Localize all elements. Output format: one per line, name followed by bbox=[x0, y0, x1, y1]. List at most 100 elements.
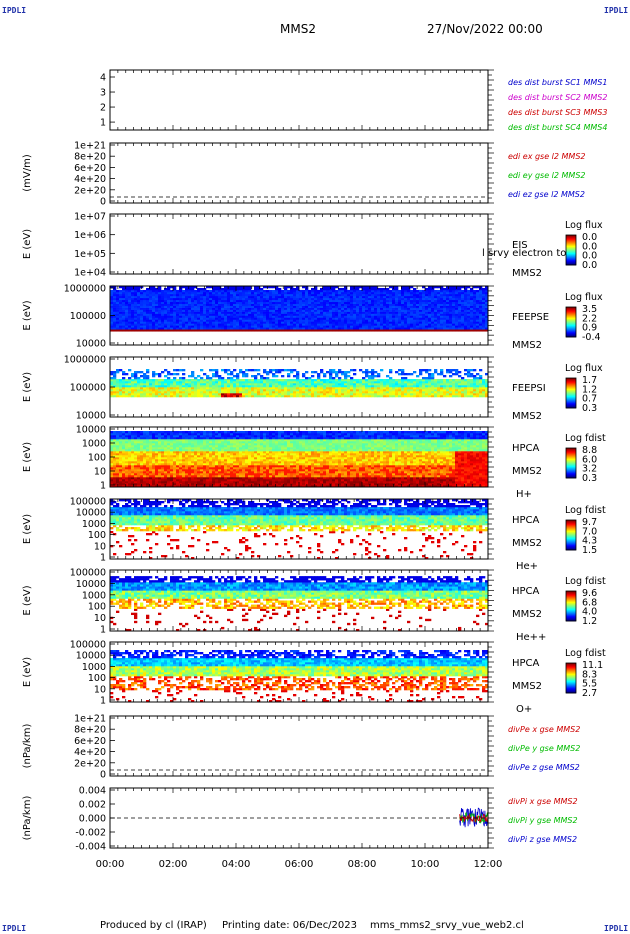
spectrogram-cell bbox=[155, 315, 159, 318]
spectrogram-cell bbox=[404, 323, 408, 326]
spectrogram-cell bbox=[443, 323, 447, 326]
spectrogram-cell bbox=[275, 393, 279, 396]
spectrogram-cell bbox=[287, 375, 291, 378]
spectrogram-cell bbox=[257, 373, 261, 376]
spectrogram-cell bbox=[113, 307, 117, 310]
spectrogram-cell bbox=[458, 321, 462, 324]
spectrogram-cell bbox=[269, 311, 273, 314]
spectrogram-cell bbox=[485, 391, 489, 394]
spectrogram-cell bbox=[218, 319, 222, 322]
spectrogram-cell bbox=[200, 329, 204, 332]
spectrogram-cell bbox=[152, 289, 156, 293]
spectrogram-cell bbox=[269, 325, 273, 328]
spectrogram-cell bbox=[410, 385, 414, 388]
spectrogram-cell bbox=[125, 291, 129, 295]
spectrogram-cell bbox=[353, 309, 357, 312]
spectrogram-cell bbox=[362, 287, 366, 291]
corner-label-top-left: IPDLI bbox=[2, 6, 27, 15]
spectrogram-cell bbox=[404, 381, 408, 384]
spectrogram-cell bbox=[185, 321, 189, 324]
spectrogram-cell bbox=[155, 287, 159, 291]
spectrogram-cell bbox=[476, 389, 480, 392]
spectrogram-cell bbox=[245, 286, 249, 289]
spectrogram-cell bbox=[218, 307, 222, 310]
spectrogram-cell bbox=[353, 389, 357, 392]
spectrogram-cell bbox=[383, 393, 387, 396]
spectrogram-cell bbox=[119, 291, 123, 295]
spectrogram-cell bbox=[368, 385, 372, 388]
spectrogram-cell bbox=[137, 286, 141, 289]
spectrogram-cell bbox=[341, 329, 345, 332]
spectrogram-cell bbox=[443, 287, 447, 291]
spectrogram-cell bbox=[230, 311, 234, 314]
spectrogram-cell bbox=[314, 381, 318, 384]
spectrogram-cell bbox=[407, 385, 411, 388]
spectrogram-cell bbox=[320, 385, 324, 388]
spectrogram-cell bbox=[113, 377, 117, 380]
spectrogram-cell bbox=[314, 317, 318, 320]
spectrogram-cell bbox=[371, 321, 375, 324]
spectrogram-cell bbox=[359, 286, 363, 289]
spectrogram-cell bbox=[467, 303, 471, 306]
spectrogram-cell bbox=[362, 385, 366, 388]
spectrogram-cell bbox=[272, 321, 276, 324]
spectrogram-cell bbox=[419, 315, 423, 318]
spectrogram-cell bbox=[467, 321, 471, 324]
spectrogram-cell bbox=[143, 315, 147, 318]
spectrogram-cell bbox=[416, 301, 420, 304]
spectrogram-cell bbox=[287, 391, 291, 394]
spectrogram-cell bbox=[299, 319, 303, 322]
spectrogram-cell bbox=[173, 287, 177, 291]
spectrogram-cell bbox=[251, 297, 255, 301]
spectrogram-cell bbox=[341, 313, 345, 316]
spectrogram-cell bbox=[308, 327, 312, 330]
spectrogram-cell bbox=[128, 289, 132, 293]
spectrogram-cell bbox=[410, 305, 414, 308]
spectrogram-cell bbox=[272, 301, 276, 304]
spectrogram-cell bbox=[287, 373, 291, 376]
spectrogram-cell bbox=[377, 393, 381, 396]
spectrogram-cell bbox=[128, 307, 132, 310]
spectrogram-cell bbox=[200, 293, 204, 297]
spectrogram-cell bbox=[398, 309, 402, 312]
spectrogram-cell bbox=[419, 309, 423, 312]
spectrogram-cell bbox=[323, 293, 327, 297]
spectrogram-cell bbox=[410, 319, 414, 322]
spectrogram-cell bbox=[179, 391, 183, 394]
colorbar-cell bbox=[566, 381, 576, 383]
spectrogram-cell bbox=[464, 291, 468, 295]
spectrogram-cell bbox=[218, 286, 222, 289]
spectrogram-cell bbox=[215, 375, 219, 378]
spectrogram-cell bbox=[479, 379, 483, 382]
spectrogram-cell bbox=[230, 377, 234, 380]
spectrogram-cell bbox=[305, 289, 309, 293]
spectrogram-cell bbox=[158, 303, 162, 306]
spectrogram-cell bbox=[272, 311, 276, 314]
spectrogram-cell bbox=[119, 313, 123, 316]
spectrogram-cell bbox=[344, 391, 348, 394]
spectrogram-cell bbox=[359, 313, 363, 316]
spectrogram-cell bbox=[308, 315, 312, 318]
spectrogram-cell bbox=[230, 319, 234, 322]
spectrogram-cell bbox=[206, 309, 210, 312]
spectrogram-cell bbox=[152, 317, 156, 320]
spectrogram-cell bbox=[125, 317, 129, 320]
spectrogram-cell bbox=[461, 299, 465, 303]
spectrogram-cell bbox=[164, 325, 168, 328]
spectrogram-cell bbox=[473, 369, 477, 372]
spectrogram-cell bbox=[353, 305, 357, 308]
spectrogram-cell bbox=[458, 286, 462, 289]
spectrogram-cell bbox=[296, 311, 300, 314]
spectrogram-cell bbox=[179, 309, 183, 312]
spectrogram-cell bbox=[131, 379, 135, 382]
spectrogram-cell bbox=[254, 393, 258, 396]
spectrogram-cell bbox=[323, 385, 327, 388]
spectrogram-cell bbox=[131, 373, 135, 376]
spectrogram-cell bbox=[326, 323, 330, 326]
spectrogram-cell bbox=[116, 369, 120, 372]
spectrogram-cell bbox=[152, 323, 156, 326]
spectrogram-cell bbox=[212, 301, 216, 304]
spectrogram-cell bbox=[425, 391, 429, 394]
spectrogram-cell bbox=[281, 317, 285, 320]
spectrogram-cell bbox=[110, 286, 114, 289]
